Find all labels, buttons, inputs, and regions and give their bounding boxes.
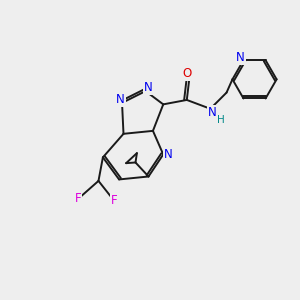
- Text: N: N: [164, 148, 173, 161]
- Text: N: N: [236, 51, 245, 64]
- Text: N: N: [144, 81, 152, 94]
- Text: F: F: [111, 194, 118, 207]
- Text: F: F: [74, 192, 81, 206]
- Text: O: O: [182, 67, 191, 80]
- Text: N: N: [208, 106, 217, 119]
- Text: H: H: [217, 115, 224, 125]
- Text: N: N: [116, 93, 125, 106]
